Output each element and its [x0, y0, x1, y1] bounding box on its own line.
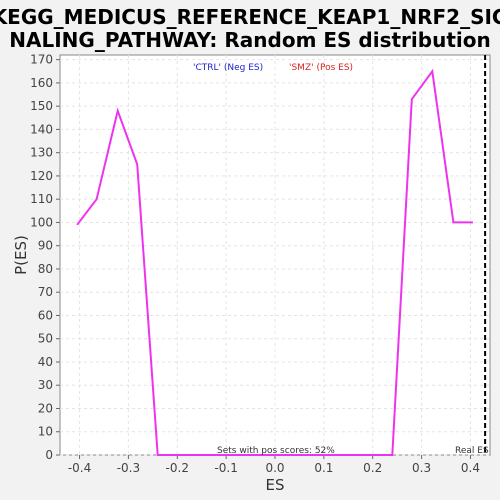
pos-scores-annotation: Sets with pos scores: 52% — [217, 446, 335, 456]
y-tick-label: 90 — [38, 239, 53, 253]
x-tick-label: 0.4 — [461, 461, 480, 475]
real-es-label: Real ES — [455, 446, 489, 456]
grid-lines — [60, 55, 490, 456]
x-tick-label: -0.4 — [68, 461, 91, 475]
series-group — [76, 68, 473, 456]
y-axis-ticks: 0 10 20 30 40 50 60 70 80 90 100 110 120 130 140 150 160… — [30, 53, 60, 462]
y-tick-label: 110 — [30, 192, 53, 206]
series-line — [76, 68, 473, 456]
x-tick-label: -0.2 — [166, 461, 189, 475]
y-tick-label: 170 — [30, 53, 53, 67]
legend-entry-ctrl: 'CTRL' (Neg ES) — [193, 63, 263, 73]
x-axis-label: ES — [266, 476, 285, 494]
x-tick-label: 0.3 — [412, 461, 431, 475]
x-tick-label: 0.0 — [265, 461, 284, 475]
y-tick-label: 140 — [30, 122, 53, 136]
y-tick-label: 40 — [38, 355, 53, 369]
y-tick-label: 160 — [30, 76, 53, 90]
y-tick-label: 80 — [38, 262, 53, 276]
y-tick-label: 20 — [38, 401, 53, 415]
x-tick-label: -0.1 — [214, 461, 237, 475]
chart-title-line2: NALING_PATHWAY: Random ES distribution — [9, 28, 490, 52]
legend-entry-smz: 'SMZ' (Pos ES) — [289, 63, 353, 73]
y-tick-label: 60 — [38, 308, 53, 322]
y-tick-label: 150 — [30, 99, 53, 113]
chart-title-line1: KEGG_MEDICUS_REFERENCE_KEAP1_NRF2_SIG — [0, 5, 500, 29]
y-tick-label: 0 — [45, 448, 53, 462]
y-tick-label: 120 — [30, 169, 53, 183]
y-axis-label: P(ES) — [12, 235, 30, 275]
x-tick-label: 0.1 — [314, 461, 333, 475]
y-tick-label: 50 — [38, 332, 53, 346]
y-tick-label: 30 — [38, 378, 53, 392]
x-tick-label: 0.2 — [363, 461, 382, 475]
y-tick-label: 130 — [30, 146, 53, 160]
y-tick-label: 100 — [30, 215, 53, 229]
x-axis-ticks: -0.4 -0.3 -0.2 -0.1 0.0 0.1 0.2 0.3 0.4 — [68, 455, 480, 475]
y-tick-label: 10 — [38, 425, 53, 439]
y-tick-label: 70 — [38, 285, 53, 299]
x-tick-label: -0.3 — [117, 461, 140, 475]
